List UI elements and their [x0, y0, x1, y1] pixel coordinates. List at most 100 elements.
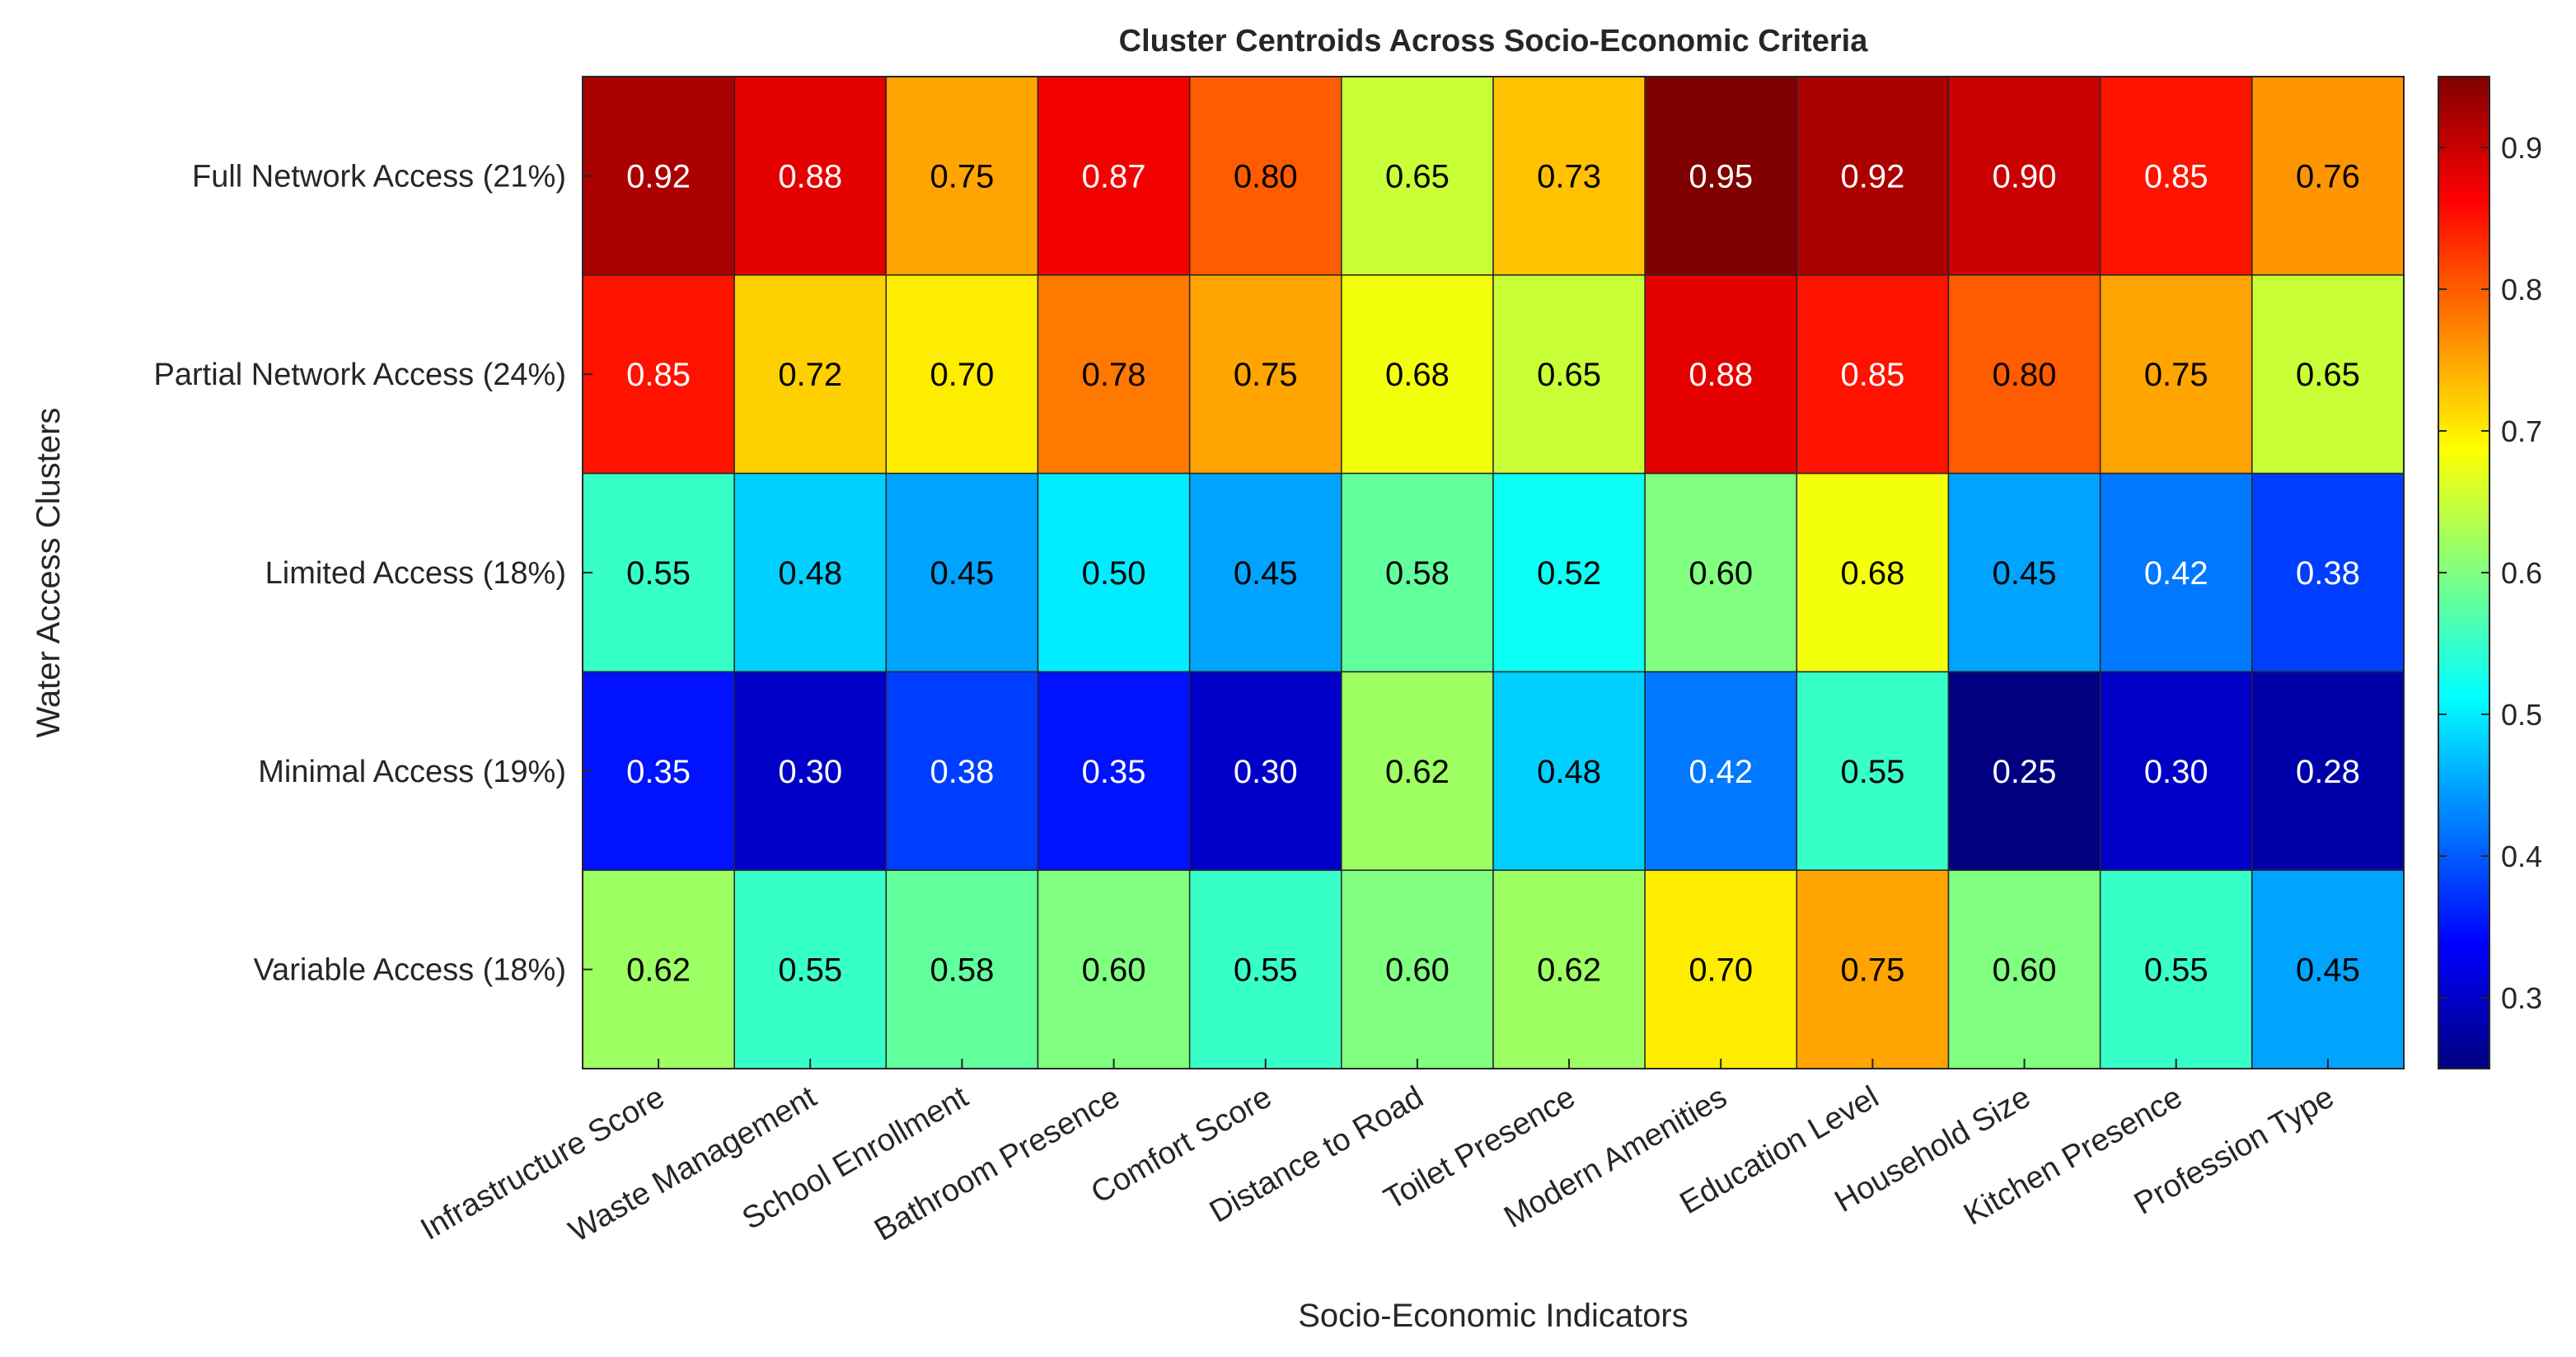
cell-value-label: 0.45 [1234, 555, 1298, 592]
heatmap-cell [733, 671, 888, 871]
heatmap-cell [1492, 671, 1646, 871]
cell-value-label: 0.92 [626, 158, 691, 194]
heatmap-cell [582, 472, 735, 673]
colorbar-tick-label: 0.3 [2501, 981, 2542, 1015]
heatmap-cell [2099, 869, 2253, 1069]
heatmap-cell [885, 869, 1039, 1069]
heatmap-cell [1341, 76, 1494, 276]
colorbar-tick-label: 0.8 [2501, 273, 2542, 306]
cell-value-label: 0.70 [930, 357, 994, 393]
x-tick-label: Infrastructure Score [415, 1079, 671, 1247]
colorbar: 0.3 0.4 0.5 0.6 0.7 0.8 0.9 [2438, 76, 2542, 1069]
heatmap-cell [1341, 274, 1494, 475]
heatmap-cell [582, 274, 735, 475]
cell-value-label: 0.25 [1993, 754, 2057, 790]
heatmap-cell [1492, 472, 1646, 673]
heatmap-cells [582, 76, 2405, 1069]
heatmap-cell [885, 472, 1039, 673]
colorbar-tick-label: 0.6 [2501, 556, 2542, 590]
cell-value-label: 0.30 [778, 754, 842, 790]
heatmap-cell [1341, 869, 1494, 1069]
heatmap-cell [1492, 274, 1646, 475]
heatmap-cell [1188, 472, 1342, 673]
y-tick-label: Full Network Access (21%) [192, 159, 566, 194]
colorbar-tick-label: 0.5 [2501, 698, 2542, 732]
cell-value-label: 0.65 [2296, 357, 2360, 393]
cell-value-label: 0.35 [1082, 754, 1146, 790]
cell-value-label: 0.45 [2296, 952, 2360, 989]
y-tick-label: Variable Access (18%) [254, 953, 566, 988]
cell-value-label: 0.58 [1385, 555, 1450, 592]
chart-title: Cluster Centroids Across Socio-Economic … [1119, 24, 1869, 58]
heatmap-cell [582, 869, 735, 1069]
x-tick-label: Bathroom Presence [869, 1079, 1126, 1247]
heatmap-cell [885, 671, 1039, 871]
plot-frame [582, 76, 2405, 1069]
colorbar-tick-label: 0.4 [2501, 840, 2542, 873]
cell-value-label: 0.30 [1234, 754, 1298, 790]
colorbar-tick-label: 0.7 [2501, 414, 2542, 448]
cell-value-label: 0.80 [1993, 357, 2057, 393]
cell-value-label: 0.75 [1234, 357, 1298, 393]
cell-value-label: 0.60 [1082, 952, 1146, 989]
heatmap-cell [1037, 472, 1191, 673]
cell-value-label: 0.55 [1840, 754, 1904, 790]
heatmap-cell [1037, 76, 1191, 276]
cell-value-label: 0.52 [1537, 555, 1601, 592]
heatmap-cell [1037, 274, 1191, 475]
heatmap-cell [1796, 869, 1950, 1069]
cell-value-label: 0.55 [778, 952, 842, 989]
cell-value-label: 0.38 [2296, 555, 2360, 592]
cell-value-label: 0.70 [1688, 952, 1753, 989]
cell-value-label: 0.42 [1688, 754, 1753, 790]
cell-value-label: 0.92 [1840, 158, 1904, 194]
cell-value-label: 0.72 [778, 357, 842, 393]
heatmap-cell [1947, 76, 2101, 276]
cell-value-label: 0.58 [930, 952, 994, 989]
x-axis-label: Socio-Economic Indicators [1298, 1298, 1688, 1334]
colorbar-ticks: 0.3 0.4 0.5 0.6 0.7 0.8 0.9 [2438, 131, 2542, 1015]
cell-value-label: 0.45 [930, 555, 994, 592]
cell-value-label: 0.87 [1082, 158, 1146, 194]
cell-value-label: 0.85 [1840, 357, 1904, 393]
heatmap-value-labels: 0.92 0.88 0.75 0.87 0.80 0.65 0.73 0.95 0.92 0.90… [626, 158, 2360, 988]
cell-value-label: 0.55 [626, 555, 691, 592]
heatmap-cell [1644, 76, 1798, 276]
cell-value-label: 0.88 [1688, 357, 1753, 393]
y-axis-label: Water Access Clusters [30, 408, 67, 738]
heatmap-cell [733, 869, 888, 1069]
cell-value-label: 0.42 [2144, 555, 2208, 592]
heatmap-cell [1188, 869, 1342, 1069]
heatmap-cell [1947, 472, 2101, 673]
cell-value-label: 0.68 [1385, 357, 1450, 393]
cell-value-label: 0.95 [1688, 158, 1753, 194]
heatmap-cell [1796, 671, 1950, 871]
cell-value-label: 0.75 [1840, 952, 1904, 989]
heatmap-cell [1947, 274, 2101, 475]
cell-value-label: 0.85 [2144, 158, 2208, 194]
cell-value-label: 0.30 [2144, 754, 2208, 790]
heatmap-cell [1644, 274, 1798, 475]
heatmap-cell [2251, 76, 2405, 276]
cell-value-label: 0.55 [2144, 952, 2208, 989]
colorbar-tick-label: 0.9 [2501, 131, 2542, 165]
cell-value-label: 0.60 [1993, 952, 2057, 989]
y-axis-tick-labels: Full Network Access (21%) Partial Network… [154, 159, 592, 988]
y-tick-label: Limited Access (18%) [265, 556, 566, 591]
heatmap-cell [1796, 274, 1950, 475]
cell-value-label: 0.62 [626, 952, 691, 989]
cell-value-label: 0.88 [778, 158, 842, 194]
cell-value-label: 0.45 [1993, 555, 2057, 592]
heatmap-cell [582, 76, 735, 276]
cell-value-label: 0.60 [1385, 952, 1450, 989]
heatmap-cell [1947, 671, 2101, 871]
heatmap-cell [733, 274, 888, 475]
heatmap-cell [733, 76, 888, 276]
heatmap-cell [1644, 869, 1798, 1069]
cell-value-label: 0.73 [1537, 158, 1601, 194]
cell-value-label: 0.75 [2144, 357, 2208, 393]
heatmap-cell [582, 671, 735, 871]
heatmap-cell [1492, 869, 1646, 1069]
cell-value-label: 0.68 [1840, 555, 1904, 592]
